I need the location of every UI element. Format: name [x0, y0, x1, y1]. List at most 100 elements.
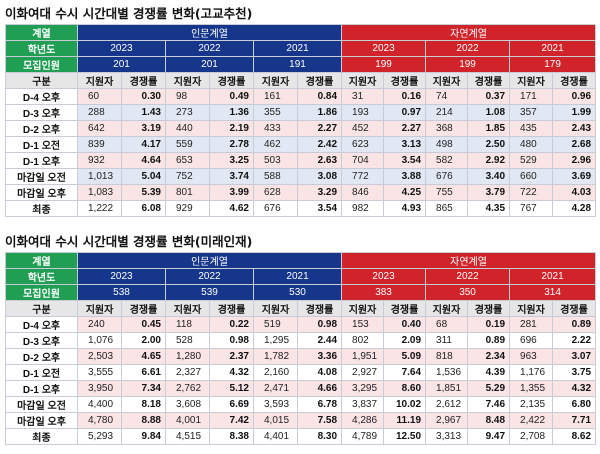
applicants-cell: 462	[253, 136, 298, 153]
ratio-cell: 6.80	[552, 396, 597, 413]
table-row: 최종 5,293 9.84 4,515 8.38 4,401 8.30 4,789 12.50 3…	[5, 428, 597, 445]
applicants-cell: 4,015	[253, 412, 298, 429]
ratio-cell: 7.64	[383, 364, 427, 381]
ratio-cell: 3.07	[552, 348, 597, 365]
gyeyeol-label: 계열	[5, 252, 78, 269]
ratio-cell: 3.36	[296, 348, 343, 365]
applicants-cell: 2,135	[509, 396, 554, 413]
ratio-cell: 2.19	[209, 120, 254, 137]
year-cell: 2023	[341, 268, 427, 285]
applicants-cell: 3,555	[77, 364, 122, 381]
applicants-cell: 68	[425, 316, 469, 333]
applicants-cell: 118	[165, 316, 210, 333]
ratio-cell: 3.74	[209, 168, 254, 185]
row-label: D-3 오후	[5, 332, 78, 349]
ratio-cell: 4.08	[296, 364, 343, 381]
applicants-cell: 802	[341, 332, 385, 349]
ratio-cell: 0.49	[209, 88, 254, 105]
column-header-row: 구분 지원자 경쟁률 지원자 경쟁률 지원자 경쟁률 지원자 경쟁률 지원자 경쟁률 지원자 경쟁률	[5, 300, 597, 317]
year-cell: 2021	[509, 40, 597, 57]
row-label: D-2 오후	[5, 348, 78, 365]
applicants-cell: 865	[425, 200, 469, 217]
applicants-header: 지원자	[77, 72, 122, 89]
ratio-cell: 4.65	[121, 348, 166, 365]
ratio-cell: 2.22	[552, 332, 597, 349]
applicants-cell: 273	[165, 104, 210, 121]
ratio-cell: 10.02	[383, 396, 427, 413]
applicants-cell: 3,608	[165, 396, 210, 413]
quota-cell: 383	[341, 284, 427, 301]
ratio-cell: 3.69	[552, 168, 597, 185]
ratio-cell: 4.28	[552, 200, 597, 217]
competition-table-mirae: 계열 인문계열 자연계열 학년도 2023 2022 2021 2023 2022 2021 모집인…	[5, 252, 597, 445]
quota-cell: 539	[165, 284, 254, 301]
applicants-cell: 1,176	[509, 364, 554, 381]
ratio-cell: 3.75	[552, 364, 597, 381]
applicants-cell: 355	[253, 104, 298, 121]
quota-row: 모집인원 201 201 191 199 199 179	[5, 56, 597, 73]
row-label: 마감일 오전	[5, 168, 78, 185]
applicants-cell: 642	[77, 120, 122, 137]
ratio-cell: 0.84	[296, 88, 343, 105]
ratio-cell: 4.39	[467, 364, 511, 381]
ratio-cell: 7.46	[467, 396, 511, 413]
applicants-cell: 368	[425, 120, 469, 137]
applicants-header: 지원자	[341, 72, 385, 89]
applicants-cell: 2,967	[425, 412, 469, 429]
quota-cell: 538	[77, 284, 166, 301]
year-cell: 2022	[165, 268, 254, 285]
ratio-cell: 8.30	[296, 428, 343, 445]
group-header-row: 계열 인문계열 자연계열	[5, 24, 597, 41]
row-label: D-4 오후	[5, 88, 78, 105]
applicants-header: 지원자	[77, 300, 122, 317]
ratio-cell: 3.79	[467, 184, 511, 201]
ratio-cell: 2.34	[467, 348, 511, 365]
applicants-cell: 60	[77, 88, 122, 105]
ratio-cell: 3.25	[209, 152, 254, 169]
table-title-gogyo: 이화여대 수시 시간대별 경쟁률 변화(고교추천)	[5, 6, 253, 21]
ratio-cell: 7.34	[121, 380, 166, 397]
ratio-cell: 5.39	[121, 184, 166, 201]
applicants-cell: 1,295	[253, 332, 298, 349]
quota-cell: 530	[252, 284, 343, 301]
quota-cell: 191	[252, 56, 343, 73]
row-label: D-2 오후	[5, 120, 78, 137]
ratio-cell: 4.35	[467, 200, 511, 217]
ratio-cell: 1.36	[209, 104, 254, 121]
year-cell: 2022	[425, 40, 511, 57]
ratio-cell: 3.40	[467, 168, 511, 185]
ratio-header: 경쟁률	[552, 72, 597, 89]
ratio-cell: 4.03	[552, 184, 597, 201]
ratio-cell: 3.54	[296, 200, 343, 217]
applicants-cell: 5,293	[77, 428, 122, 445]
year-cell: 2022	[165, 40, 254, 57]
ratio-cell: 2.92	[467, 152, 511, 169]
ratio-cell: 4.64	[121, 152, 166, 169]
ratio-header: 경쟁률	[121, 300, 166, 317]
ratio-cell: 4.62	[209, 200, 254, 217]
applicants-cell: 4,789	[341, 428, 385, 445]
quota-cell: 199	[425, 56, 511, 73]
applicants-cell: 3,837	[341, 396, 385, 413]
applicants-header: 지원자	[509, 72, 554, 89]
applicants-cell: 628	[253, 184, 298, 201]
table-row: 마감일 오후 1,083 5.39 801 3.99 628 3.29 846 4.25 755 3…	[5, 184, 597, 201]
ratio-cell: 2.78	[209, 136, 254, 153]
table-row: D-4 오후 60 0.30 98 0.49 161 0.84 31 0.16 74 0.37 171…	[5, 88, 597, 105]
quota-cell: 314	[509, 284, 597, 301]
applicants-cell: 1,013	[77, 168, 122, 185]
ratio-cell: 4.32	[552, 380, 597, 397]
ratio-header: 경쟁률	[552, 300, 597, 317]
ratio-cell: 11.19	[383, 412, 427, 429]
applicants-cell: 498	[425, 136, 469, 153]
applicants-cell: 480	[509, 136, 554, 153]
applicants-cell: 929	[165, 200, 210, 217]
applicants-cell: 704	[341, 152, 385, 169]
applicants-cell: 752	[165, 168, 210, 185]
ratio-cell: 2.63	[296, 152, 343, 169]
ratio-header: 경쟁률	[121, 72, 166, 89]
applicants-cell: 281	[509, 316, 554, 333]
ratio-header: 경쟁률	[383, 300, 427, 317]
row-label: D-1 오전	[5, 364, 78, 381]
applicants-cell: 1,355	[509, 380, 554, 397]
